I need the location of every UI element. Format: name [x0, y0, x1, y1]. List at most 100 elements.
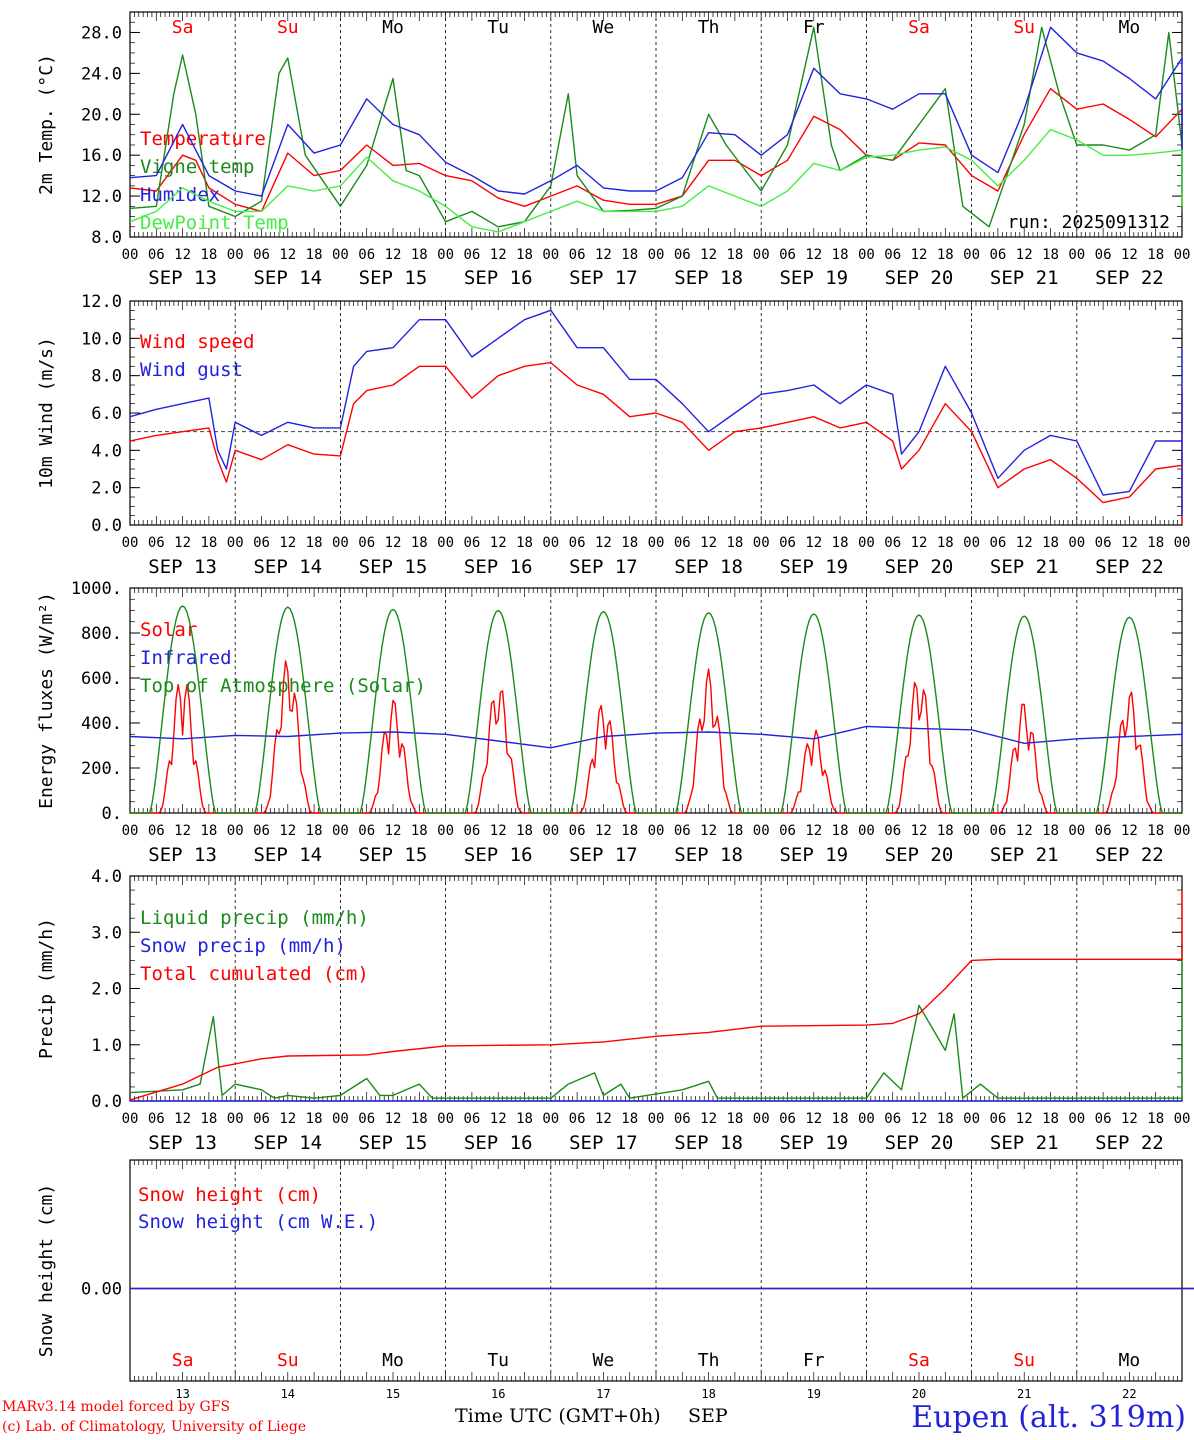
y-axis-title: 2m Temp. (°C) — [36, 54, 57, 195]
hour-label: 18 — [937, 535, 954, 551]
date-label: SEP 16 — [464, 1132, 533, 1154]
date-label: SEP 14 — [253, 267, 322, 289]
hour-label: 06 — [989, 535, 1006, 551]
date-label: SEP 20 — [885, 267, 954, 289]
hour-label: 12 — [174, 823, 191, 839]
hour-label: 12 — [805, 535, 822, 551]
hour-label: 18 — [726, 535, 743, 551]
hour-label: 06 — [569, 1111, 586, 1127]
date-label: SEP 22 — [1095, 267, 1164, 289]
hour-label: 12 — [911, 1111, 928, 1127]
weekday-label-top: We — [593, 17, 615, 38]
hour-label: 06 — [1095, 535, 1112, 551]
hour-label: 06 — [358, 823, 375, 839]
weekday-label-bottom: Mo — [382, 1350, 404, 1371]
hour-label: 18 — [1147, 535, 1164, 551]
date-label: SEP 15 — [359, 556, 428, 578]
hour-label: 18 — [306, 247, 323, 263]
date-label: SEP 17 — [569, 844, 638, 866]
hour-label: 18 — [1042, 247, 1059, 263]
y-tick-label: 20.0 — [81, 105, 122, 125]
legend-entry: Snow height (cm W.E.) — [138, 1211, 378, 1233]
hour-label: 06 — [779, 247, 796, 263]
hour-label: 18 — [1147, 823, 1164, 839]
day-number: 19 — [807, 1387, 821, 1401]
y-tick-label: 600. — [81, 669, 122, 689]
weekday-label-top: Su — [1013, 17, 1035, 38]
hour-label: 00 — [542, 535, 559, 551]
date-label: SEP 14 — [253, 556, 322, 578]
date-label: SEP 21 — [990, 267, 1059, 289]
hour-label: 00 — [122, 247, 139, 263]
weekday-label-bottom: Tu — [487, 1350, 509, 1371]
hour-label: 06 — [674, 247, 691, 263]
hour-label: 06 — [253, 823, 270, 839]
hour-label: 06 — [463, 535, 480, 551]
hour-label: 06 — [463, 823, 480, 839]
hour-label: 12 — [700, 535, 717, 551]
run-annotation: run: 2025091312 — [1007, 212, 1170, 233]
series-line-infrared — [129, 725, 1183, 749]
date-label: SEP 20 — [885, 1132, 954, 1154]
hour-label: 18 — [621, 247, 638, 263]
hour-label: 18 — [516, 823, 533, 839]
hour-label: 18 — [306, 535, 323, 551]
hour-label: 12 — [279, 535, 296, 551]
weekday-label-bottom: Sa — [172, 1350, 194, 1371]
date-label: SEP 15 — [359, 844, 428, 866]
series-line-vigne-temp — [129, 26, 1183, 228]
hour-label: 00 — [1174, 535, 1191, 551]
hour-label: 06 — [1095, 1111, 1112, 1127]
hour-label: 00 — [542, 247, 559, 263]
date-label: SEP 14 — [253, 1132, 322, 1154]
date-label: SEP 16 — [464, 267, 533, 289]
hour-label: 18 — [200, 823, 217, 839]
hour-label: 12 — [385, 247, 402, 263]
hour-label: 00 — [227, 247, 244, 263]
series-line-total-cumulated-cm- — [129, 890, 1183, 1101]
legend-entry: Snow precip (mm/h) — [140, 935, 346, 957]
hour-label: 18 — [621, 1111, 638, 1127]
date-label: SEP 17 — [569, 556, 638, 578]
hour-label: 06 — [569, 823, 586, 839]
legend-entry: Solar — [140, 619, 197, 641]
date-label: SEP 17 — [569, 267, 638, 289]
hour-label: 00 — [648, 247, 665, 263]
legend-entry: Wind gust — [140, 359, 243, 381]
day-number: 16 — [491, 1387, 505, 1401]
hour-label: 00 — [542, 1111, 559, 1127]
weekday-label-top: Sa — [172, 17, 194, 38]
hour-label: 12 — [1016, 1111, 1033, 1127]
date-label: SEP 16 — [464, 844, 533, 866]
date-label: SEP 18 — [674, 556, 743, 578]
weekday-label-top: Fr — [803, 17, 825, 38]
x-axis-month: SEP — [688, 1405, 728, 1427]
hour-label: 00 — [1068, 535, 1085, 551]
hour-label: 18 — [200, 247, 217, 263]
hour-label: 18 — [411, 535, 428, 551]
weekday-label-bottom: Fr — [803, 1350, 825, 1371]
day-number: 14 — [281, 1387, 295, 1401]
date-label: SEP 19 — [779, 556, 848, 578]
y-tick-label: 0.00 — [81, 1280, 122, 1300]
hour-label: 06 — [884, 823, 901, 839]
y-tick-label: 4.0 — [91, 441, 122, 461]
series-line-dewpoint-temp — [129, 128, 1183, 233]
hour-label: 12 — [385, 535, 402, 551]
y-tick-label: 0.0 — [91, 516, 122, 536]
legend-entry: Infrared — [140, 647, 232, 669]
hour-label: 06 — [1095, 247, 1112, 263]
hour-label: 18 — [726, 823, 743, 839]
weekday-label-top: Mo — [382, 17, 404, 38]
hour-label: 06 — [253, 1111, 270, 1127]
hour-label: 00 — [437, 247, 454, 263]
hour-label: 12 — [174, 247, 191, 263]
date-label: SEP 18 — [674, 1132, 743, 1154]
date-label: SEP 15 — [359, 267, 428, 289]
hour-label: 06 — [148, 247, 165, 263]
day-number: 13 — [175, 1387, 189, 1401]
weekday-label-top: Tu — [487, 17, 509, 38]
hour-label: 18 — [832, 247, 849, 263]
weekday-label-bottom: We — [593, 1350, 615, 1371]
hour-label: 12 — [595, 535, 612, 551]
